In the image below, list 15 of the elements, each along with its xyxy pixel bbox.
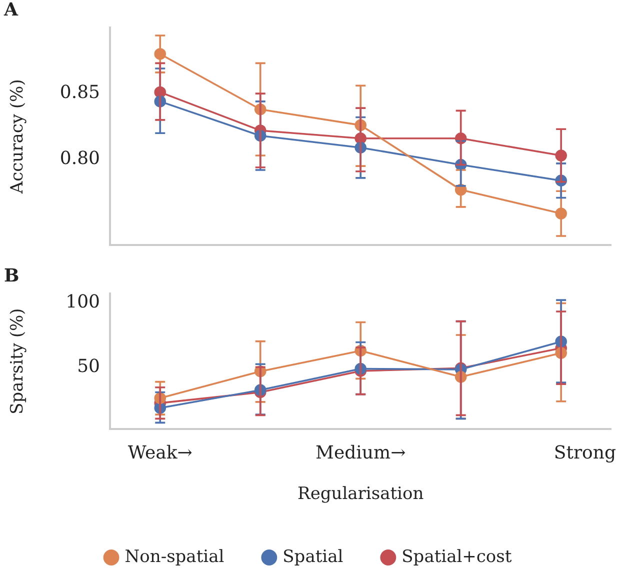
text: Medium→ xyxy=(316,442,406,464)
y-tick-label: 100 xyxy=(66,291,100,312)
y-tick-label: 0.85 xyxy=(60,82,100,104)
legend-label: Non-spatial xyxy=(124,546,224,567)
y-tick-label: 50 xyxy=(77,356,100,377)
text: Strong xyxy=(554,442,616,464)
y-tick-label: 0.80 xyxy=(60,148,100,170)
text: Weak→ xyxy=(128,442,192,464)
y-axis-title: Sparsity (%) xyxy=(8,308,28,414)
chart-title: A xyxy=(3,0,19,20)
x-axis-title: Regularisation xyxy=(298,484,424,504)
chart-title: B xyxy=(4,265,20,286)
legend-label: Spatial+cost xyxy=(402,546,512,567)
legend-label: Spatial xyxy=(282,546,344,567)
y-axis-title: Accuracy (%) xyxy=(8,79,28,195)
